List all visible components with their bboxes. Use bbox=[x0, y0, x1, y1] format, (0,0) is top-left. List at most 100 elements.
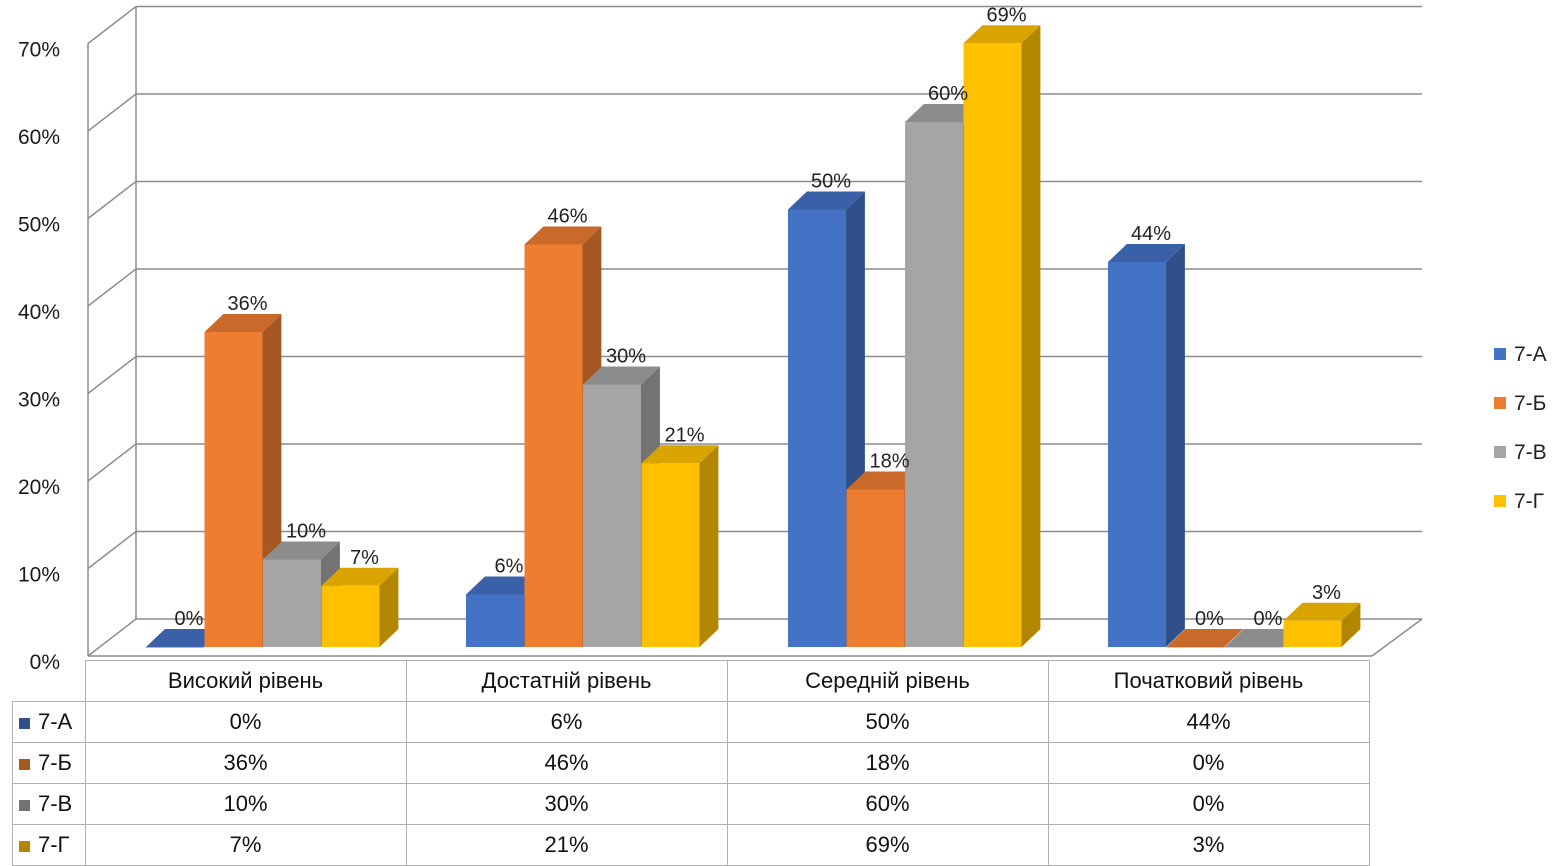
bar-top bbox=[905, 104, 982, 122]
legend-swatch bbox=[1494, 397, 1506, 409]
table-series-name: 7-В bbox=[12, 783, 86, 825]
bar-front bbox=[905, 122, 963, 647]
data-label: 7% bbox=[350, 547, 379, 569]
data-label: 0% bbox=[1254, 608, 1283, 630]
y-tick-label: 20% bbox=[18, 476, 60, 499]
bar-top bbox=[641, 445, 719, 464]
data-label: 46% bbox=[547, 206, 587, 228]
bar-side bbox=[699, 445, 719, 647]
side-gridline bbox=[87, 93, 137, 132]
bar-front bbox=[321, 585, 380, 647]
data-label: 60% bbox=[928, 83, 968, 105]
bar bbox=[263, 541, 340, 647]
bar-front bbox=[641, 463, 700, 647]
table-cell: 69% bbox=[726, 824, 1049, 866]
table-category-header: Високий рівень bbox=[84, 660, 407, 702]
bar-front bbox=[1225, 647, 1283, 648]
bar-top bbox=[583, 366, 660, 385]
table-cell: 60% bbox=[726, 783, 1049, 825]
legend-swatch bbox=[1494, 495, 1506, 507]
legend-swatch bbox=[1494, 446, 1506, 458]
bar bbox=[641, 445, 719, 647]
bar bbox=[321, 567, 399, 647]
bar-front bbox=[1283, 620, 1342, 647]
data-label: 69% bbox=[986, 4, 1026, 26]
bar-top bbox=[1108, 244, 1185, 262]
table-cell: 18% bbox=[726, 742, 1049, 784]
table-legend-swatch bbox=[19, 840, 30, 852]
bar-side bbox=[1166, 244, 1185, 647]
y-tick-label: 30% bbox=[18, 389, 60, 412]
table-cell: 0% bbox=[1047, 783, 1370, 825]
bar-top bbox=[1166, 629, 1244, 647]
bar bbox=[1108, 244, 1185, 647]
bar-top bbox=[788, 191, 865, 210]
data-label: 0% bbox=[1195, 608, 1224, 630]
data-label: 44% bbox=[1131, 223, 1171, 245]
bar bbox=[1166, 629, 1244, 648]
bar-front bbox=[788, 209, 846, 647]
y-tick-label: 10% bbox=[18, 564, 60, 587]
bar-front bbox=[466, 594, 524, 647]
bar-top bbox=[1283, 602, 1361, 621]
gridlines bbox=[87, 5, 1423, 657]
table-cell: 50% bbox=[726, 701, 1049, 743]
legend: 7-А 7-Б 7-В 7-Г bbox=[1494, 343, 1547, 513]
table-row: 7-В 10% 30% 60% 0% bbox=[12, 783, 1370, 825]
bar-side bbox=[1341, 602, 1361, 647]
y-axis: 0%10%20%30%40%50%60%70% bbox=[18, 39, 60, 675]
bar-top bbox=[466, 576, 543, 595]
data-label: 0% bbox=[175, 608, 204, 630]
legend-label: 7-Г bbox=[1514, 490, 1544, 513]
floor-right-edge bbox=[1371, 618, 1423, 657]
side-gridline bbox=[87, 180, 137, 220]
data-label: 3% bbox=[1312, 582, 1341, 604]
table-legend-swatch bbox=[19, 758, 30, 770]
legend-label: 7-Б bbox=[1514, 392, 1546, 415]
bar-top bbox=[846, 471, 924, 490]
table-cell: 3% bbox=[1047, 824, 1370, 866]
data-label: 10% bbox=[286, 521, 326, 543]
bar-top bbox=[321, 567, 399, 586]
data-label: 18% bbox=[869, 451, 909, 473]
bar-top bbox=[146, 629, 223, 647]
table-category-header: Достатній рівень bbox=[405, 660, 728, 702]
table-cell: 0% bbox=[1047, 742, 1370, 784]
data-label: 21% bbox=[664, 424, 704, 446]
table-row: 7-А 0% 6% 50% 44% bbox=[12, 701, 1370, 743]
table-legend-swatch bbox=[19, 717, 30, 729]
bar-top bbox=[963, 25, 1041, 44]
bar-top bbox=[524, 226, 602, 245]
table-cell: 6% bbox=[405, 701, 728, 743]
table-cell: 30% bbox=[405, 783, 728, 825]
table-series-name: 7-Б bbox=[12, 742, 86, 784]
table-category-header: Початковий рівень bbox=[1047, 660, 1370, 702]
table-cell: 7% bbox=[84, 824, 407, 866]
side-gridline bbox=[87, 618, 137, 657]
table-corner bbox=[12, 660, 86, 702]
bar bbox=[1225, 629, 1302, 648]
data-label: 50% bbox=[811, 171, 851, 193]
data-table: Високий рівень Достатній рівень Середній р… bbox=[12, 660, 1370, 866]
table-cell: 0% bbox=[84, 701, 407, 743]
bar-front bbox=[1166, 647, 1225, 648]
side-gridline bbox=[87, 530, 137, 570]
y-tick-label: 60% bbox=[18, 126, 60, 149]
bar-side bbox=[379, 567, 399, 647]
y-tick-label: 70% bbox=[18, 39, 60, 62]
table-cell: 46% bbox=[405, 742, 728, 784]
table-category-header: Середній рівень bbox=[726, 660, 1049, 702]
bar-top bbox=[204, 314, 282, 332]
side-gridline bbox=[87, 355, 137, 395]
bar-front bbox=[263, 559, 321, 647]
table-row: 7-Г 7% 21% 69% 3% bbox=[12, 824, 1370, 866]
bar bbox=[146, 629, 223, 648]
legend-swatch bbox=[1494, 348, 1506, 360]
bars bbox=[146, 25, 1361, 648]
y-tick-label: 50% bbox=[18, 214, 60, 237]
side-gridline bbox=[87, 5, 137, 45]
y-tick-label: 40% bbox=[18, 301, 60, 324]
bar-front bbox=[204, 332, 263, 647]
bar-front bbox=[524, 244, 583, 647]
